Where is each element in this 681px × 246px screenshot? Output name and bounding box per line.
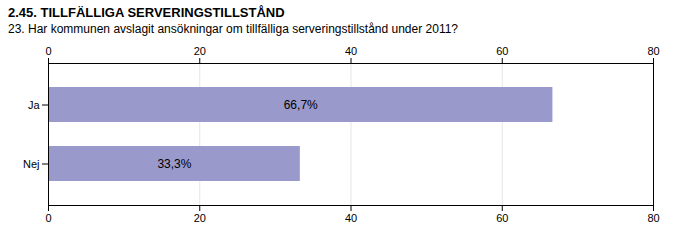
svg-text:0: 0 (45, 45, 51, 57)
svg-text:20: 20 (194, 45, 206, 57)
svg-text:80: 80 (647, 212, 659, 224)
svg-text:0: 0 (45, 212, 51, 224)
svg-text:40: 40 (345, 45, 357, 57)
svg-text:Nej: Nej (23, 158, 40, 170)
svg-text:Ja: Ja (28, 99, 41, 111)
svg-text:40: 40 (345, 212, 357, 224)
svg-text:60: 60 (496, 45, 508, 57)
svg-text:66,7%: 66,7% (284, 98, 318, 112)
svg-text:60: 60 (496, 212, 508, 224)
svg-text:80: 80 (647, 45, 659, 57)
svg-text:33,3%: 33,3% (157, 157, 191, 171)
html-text:2.45. TILLFÄLLIGA SERVERINGSTI: 2.45. TILLFÄLLIGA SERVERINGSTILLSTÅND (8, 5, 285, 20)
html-text:23. Har kommunen avslagit ansö: 23. Har kommunen avslagit ansökningar om… (8, 22, 458, 36)
svg-text:20: 20 (194, 212, 206, 224)
